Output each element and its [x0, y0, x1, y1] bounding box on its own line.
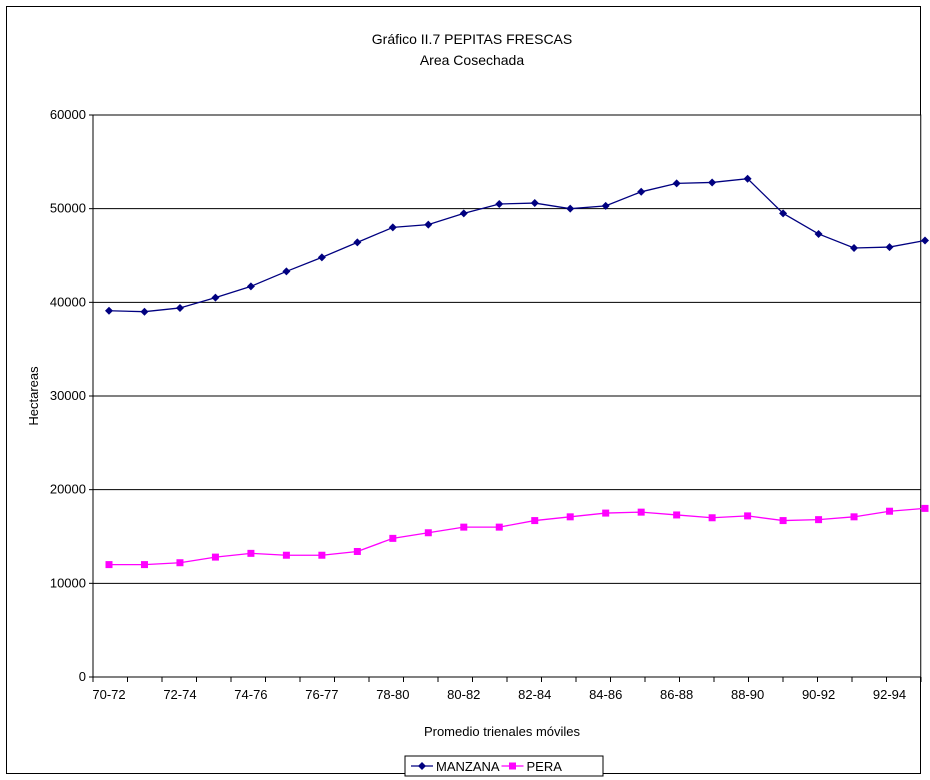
y-tick-label: 60000: [50, 107, 86, 122]
data-point-manzana: [601, 201, 610, 210]
data-point-pera: [531, 517, 539, 525]
plot-area: 0 10000 20000 30000 40000 50000 60000 70-72 72-7…: [50, 107, 929, 702]
data-point-pera: [886, 507, 894, 515]
data-point-manzana: [637, 187, 646, 196]
data-point-manzana: [743, 174, 752, 183]
legend-marker: [509, 762, 516, 770]
legend-label: PERA: [527, 759, 563, 774]
data-point-pera: [389, 534, 397, 542]
x-tick-label: 76-77: [305, 687, 338, 702]
x-axis-label: Promedio trienales móviles: [424, 724, 581, 739]
data-point-manzana: [779, 209, 788, 218]
data-point-manzana: [105, 306, 113, 315]
x-tick-label: 84-86: [589, 687, 622, 702]
data-point-pera: [140, 561, 148, 569]
data-point-pera: [105, 561, 113, 569]
data-point-manzana: [282, 267, 291, 276]
data-point-manzana: [317, 253, 326, 262]
x-tick-label: 92-94: [873, 687, 906, 702]
data-point-pera: [176, 559, 184, 567]
data-point-pera: [744, 512, 752, 520]
data-point-manzana: [246, 282, 255, 291]
data-point-pera: [495, 523, 503, 531]
y-tick-label: 0: [79, 669, 86, 684]
data-point-pera: [708, 514, 716, 522]
data-point-pera: [602, 509, 610, 517]
legend-marker: [418, 762, 426, 770]
data-point-manzana: [921, 236, 929, 245]
data-point-pera: [460, 523, 468, 531]
data-point-manzana: [814, 229, 823, 238]
x-tick-label: 70-72: [92, 687, 125, 702]
data-point-manzana: [495, 199, 504, 208]
data-point-manzana: [672, 179, 681, 188]
data-point-pera: [247, 549, 255, 557]
data-point-pera: [921, 504, 929, 512]
legend-label: MANZANA: [436, 759, 500, 774]
y-tick-label: 30000: [50, 388, 86, 403]
x-tick-label: 80-82: [447, 687, 480, 702]
data-point-pera: [211, 553, 219, 561]
x-tick-label: 90-92: [802, 687, 835, 702]
x-tick-label: 82-84: [518, 687, 551, 702]
data-point-manzana: [140, 307, 149, 316]
data-point-pera: [815, 516, 823, 524]
data-point-manzana: [708, 178, 717, 187]
x-tick-label: 74-76: [234, 687, 267, 702]
x-tick-label: 88-90: [731, 687, 764, 702]
series-line-manzana: [108, 178, 926, 313]
data-point-pera: [779, 517, 787, 525]
y-tick-label: 40000: [50, 294, 86, 309]
x-tick-label: 78-80: [376, 687, 409, 702]
chart-title: Gráfico II.7 PEPITAS FRESCAS: [372, 31, 572, 47]
data-point-manzana: [211, 293, 220, 302]
data-point-manzana: [530, 199, 539, 208]
legend: MANZANA PERA: [404, 755, 604, 777]
data-point-manzana: [353, 238, 362, 247]
chart-frame: [6, 6, 921, 774]
y-tick-label: 10000: [50, 575, 86, 590]
data-point-manzana: [566, 204, 575, 213]
data-point-pera: [566, 513, 574, 521]
chart-subtitle: Area Cosechada: [420, 52, 525, 68]
y-tick-label: 20000: [50, 482, 86, 497]
data-point-manzana: [459, 209, 468, 218]
data-point-pera: [850, 513, 858, 521]
data-point-pera: [353, 547, 361, 555]
data-point-manzana: [885, 243, 894, 252]
y-axis-label: Hectareas: [26, 366, 41, 426]
y-tick-label: 50000: [50, 201, 86, 216]
data-point-manzana: [175, 303, 184, 312]
data-point-manzana: [424, 220, 433, 229]
data-point-pera: [424, 529, 432, 537]
data-point-pera: [637, 508, 645, 516]
series-line-pera: [109, 507, 926, 566]
x-tick-label: 72-74: [163, 687, 196, 702]
x-tick-label: 86-88: [660, 687, 693, 702]
data-point-pera: [673, 511, 681, 519]
data-point-pera: [318, 551, 326, 559]
data-point-manzana: [850, 244, 859, 253]
data-point-manzana: [388, 223, 397, 232]
data-point-pera: [282, 551, 290, 559]
